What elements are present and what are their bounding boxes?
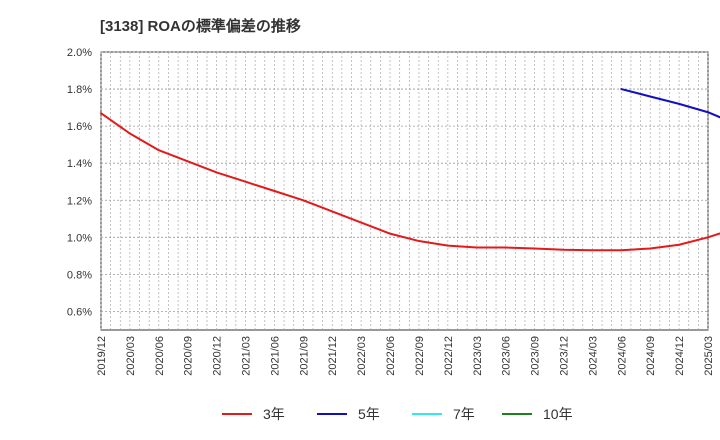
legend: 3年 5年 7年 10年 — [222, 406, 573, 422]
x-tick-label: 2023/12 — [558, 336, 570, 376]
x-tick-label: 2023/03 — [472, 336, 484, 376]
y-tick-label: 1.6% — [67, 121, 92, 133]
plot-area — [100, 51, 709, 331]
x-tick-label: 2021/09 — [298, 336, 310, 376]
x-tick-label: 2023/06 — [501, 336, 513, 376]
x-tick-label: 2024/06 — [616, 336, 628, 376]
legend-label: 5年 — [358, 406, 380, 422]
y-tick-label: 1.4% — [67, 158, 92, 170]
y-tick-label: 1.2% — [67, 195, 92, 207]
legend-label: 10年 — [543, 406, 573, 422]
legend-label: 7年 — [453, 406, 475, 422]
x-tick-label: 2020/09 — [183, 336, 195, 376]
x-tick-label: 2024/03 — [587, 336, 599, 376]
plot-frame — [100, 51, 709, 331]
x-tick-label: 2025/03 — [703, 336, 715, 376]
x-tick-label: 2022/03 — [356, 336, 368, 376]
legend-label: 3年 — [263, 406, 285, 422]
x-tick-label: 2021/12 — [327, 336, 339, 376]
x-tick-label: 2020/06 — [154, 336, 166, 376]
y-tick-label: 1.0% — [67, 232, 92, 244]
x-tick-label: 2021/03 — [241, 336, 253, 376]
x-axis-ticks: 2019/12 2020/03 2020/06 2020/09 2020/12 2021/… — [96, 336, 715, 376]
y-tick-label: 2.0% — [67, 47, 92, 59]
x-tick-label: 2023/09 — [530, 336, 542, 376]
x-tick-label: 2020/03 — [125, 336, 137, 376]
x-tick-label: 2021/06 — [269, 336, 281, 376]
series-lines — [100, 88, 720, 252]
x-tick-label: 2020/12 — [212, 336, 224, 376]
grid-lines — [100, 51, 709, 330]
x-tick-label: 2022/09 — [414, 336, 426, 376]
chart-title: [3138] ROAの標準偏差の推移 — [100, 17, 301, 35]
series-line — [100, 112, 720, 252]
x-tick-label: 2022/06 — [385, 336, 397, 376]
x-tick-label: 2022/12 — [443, 336, 455, 376]
x-tick-label: 2024/09 — [645, 336, 657, 376]
x-tick-label: 2019/12 — [96, 336, 108, 376]
y-tick-label: 0.6% — [67, 306, 92, 318]
y-tick-label: 1.8% — [67, 84, 92, 96]
y-axis-ticks: 2.0% 1.8% 1.6% 1.4% 1.2% 1.0% 0.8% 0.6% — [67, 47, 92, 318]
x-tick-label: 2024/12 — [674, 336, 686, 376]
y-tick-label: 0.8% — [67, 269, 92, 281]
